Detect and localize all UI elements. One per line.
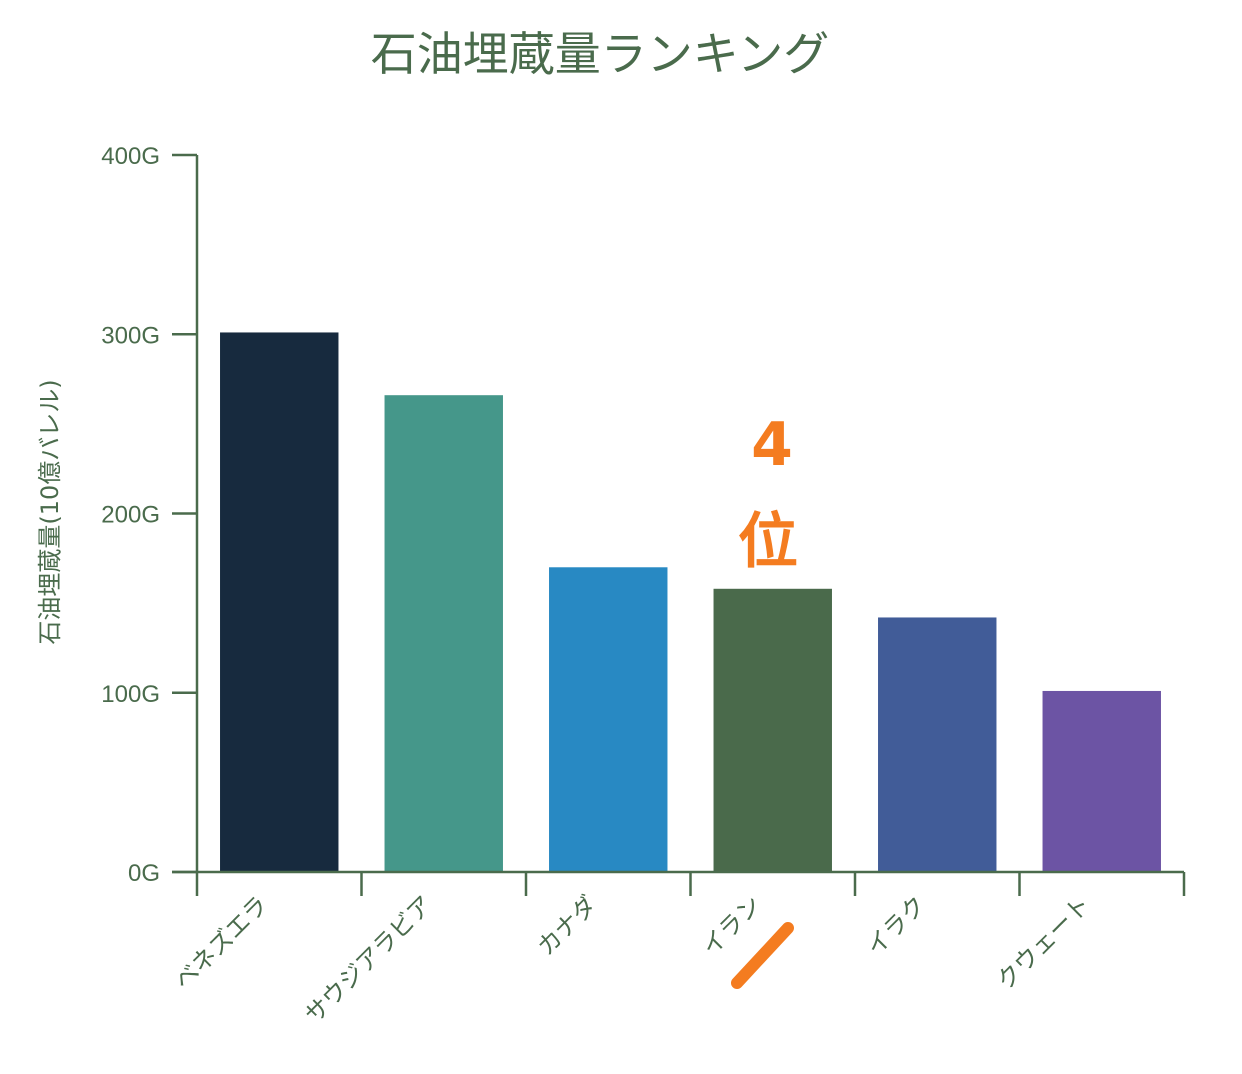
x-tick-label: クウェート: [991, 890, 1096, 995]
rank-annotation-number: 4: [751, 410, 793, 480]
x-tick-label: イラク: [861, 890, 932, 961]
annotation-underline-stroke: [731, 922, 794, 989]
rank-annotation-kanji: 位: [738, 507, 798, 577]
bar: [878, 617, 997, 872]
y-tick-label: 400G: [101, 143, 160, 170]
y-axis-label: 石油埋蔵量(10億バレル): [36, 379, 64, 644]
chart-title: 石油埋蔵量ランキング: [371, 27, 830, 81]
y-ticks: 0G 100G 200G 300G 400G: [101, 143, 197, 887]
bar: [384, 395, 503, 872]
y-tick-label: 100G: [101, 681, 160, 708]
y-tick-label: 300G: [101, 322, 160, 349]
bars: [220, 332, 1161, 872]
bar: [220, 332, 339, 872]
bar: [549, 567, 668, 872]
bar: [713, 588, 832, 872]
y-tick-label: 0G: [128, 860, 160, 887]
x-tick-label: サウジアラビア: [299, 890, 438, 1029]
x-tick-label: イラン: [696, 890, 767, 961]
bar: [1042, 690, 1161, 872]
x-tick-labels: ベネズエラ サウジアラビア カナダ イラン イラク クウェート: [169, 872, 1186, 1029]
annotations: 4 位: [731, 410, 798, 989]
x-tick-label: カナダ: [532, 890, 603, 961]
y-tick-label: 200G: [101, 502, 160, 529]
x-tick-label: ベネズエラ: [169, 890, 274, 995]
